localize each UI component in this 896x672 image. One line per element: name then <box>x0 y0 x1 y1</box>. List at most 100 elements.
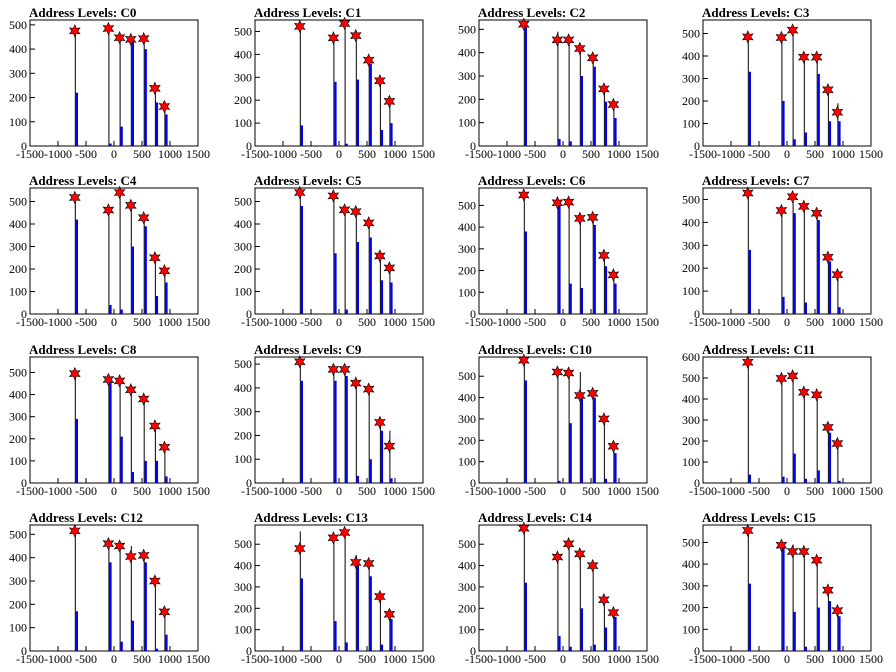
y-tick-label: 300 <box>458 242 476 256</box>
x-tick-label: 1000 <box>831 652 855 666</box>
x-tick-label: 500 <box>133 315 151 329</box>
star-marker <box>831 436 844 451</box>
x-tick-label: -1500 <box>465 484 493 498</box>
x-tick-label: 1500 <box>411 484 435 498</box>
data-bar <box>131 39 134 147</box>
star-marker <box>137 210 150 225</box>
data-bar <box>390 478 393 483</box>
y-tick-label: 400 <box>682 215 700 229</box>
data-bar <box>300 206 303 314</box>
star-marker <box>362 556 375 571</box>
data-bar <box>558 636 561 651</box>
data-bar <box>593 397 596 483</box>
data-bar <box>793 611 796 651</box>
star-marker <box>741 186 754 200</box>
data-bar <box>300 125 303 146</box>
y-tick-label: 100 <box>234 285 252 299</box>
y-tick-label: 200 <box>9 262 27 276</box>
panel-title: Address Levels: C6 <box>478 173 586 188</box>
x-tick-label: 500 <box>133 147 151 161</box>
star-marker <box>68 190 81 205</box>
data-bar <box>838 121 841 146</box>
data-bar <box>569 423 572 483</box>
x-tick-label: 500 <box>582 652 600 666</box>
x-tick-label: 0 <box>560 147 566 161</box>
plot-frame <box>478 356 648 484</box>
x-tick-label: -1500 <box>689 652 717 666</box>
star-marker <box>810 50 823 64</box>
data-bar <box>580 608 583 651</box>
data-bar <box>345 143 348 146</box>
x-tick-label: 500 <box>358 147 376 161</box>
x-tick-label: 1500 <box>411 147 435 161</box>
x-tick-label: -500 <box>300 652 322 666</box>
y-tick-label: 200 <box>9 597 27 611</box>
x-tick-label: -1500 <box>689 147 717 161</box>
star-marker <box>586 558 599 573</box>
data-bar <box>782 296 785 314</box>
x-tick-label: -1000 <box>493 315 521 329</box>
star-marker <box>741 355 754 369</box>
y-tick-label: 400 <box>234 381 252 395</box>
star-marker <box>149 419 161 433</box>
plot-frame <box>29 524 199 652</box>
y-tick-label: 100 <box>458 623 476 637</box>
data-bar <box>782 101 785 146</box>
star-marker <box>158 99 171 114</box>
y-tick-label: 200 <box>458 433 476 447</box>
panel-15: Address Levels: C15 0 100 200 300 400 500 -1500… <box>682 510 883 666</box>
y-tick-label: 200 <box>458 264 476 278</box>
panel-title: Address Levels: C8 <box>29 342 137 357</box>
x-tick-label: -1000 <box>269 484 297 498</box>
x-tick-label: 500 <box>806 315 824 329</box>
y-tick-label: 0 <box>470 476 476 490</box>
y-tick-label: 0 <box>21 644 27 658</box>
x-tick-label: 1000 <box>831 484 855 498</box>
y-tick-label: 100 <box>234 116 252 130</box>
x-tick-label: 0 <box>784 147 790 161</box>
plot-frame <box>702 187 872 315</box>
star-marker <box>293 541 306 556</box>
star-marker <box>786 369 799 383</box>
star-marker <box>786 23 799 37</box>
data-bar <box>569 141 572 146</box>
x-tick-label: -500 <box>524 315 546 329</box>
star-marker <box>517 188 530 202</box>
y-tick-label: 0 <box>694 307 700 321</box>
x-tick-label: -1000 <box>493 147 521 161</box>
x-tick-label: 500 <box>358 484 376 498</box>
y-tick-label: 400 <box>682 49 700 63</box>
x-tick-label: -500 <box>524 484 546 498</box>
star-marker <box>562 195 575 209</box>
data-bar <box>524 380 527 483</box>
data-bar <box>109 305 112 314</box>
star-marker <box>137 31 150 46</box>
data-bar <box>380 644 384 651</box>
star-marker <box>573 41 586 56</box>
data-bar <box>390 618 393 651</box>
y-tick-label: 400 <box>234 559 252 573</box>
x-tick-label: -1500 <box>16 652 44 666</box>
star-marker <box>586 210 599 225</box>
star-marker <box>113 539 126 553</box>
x-tick-label: 1000 <box>607 147 631 161</box>
y-tick-label: 300 <box>682 413 700 427</box>
data-bar <box>604 478 608 483</box>
x-tick-label: 500 <box>358 652 376 666</box>
star-marker <box>374 415 386 430</box>
y-tick-label: 200 <box>234 428 252 442</box>
y-tick-label: 100 <box>234 623 252 637</box>
star-marker <box>810 553 823 567</box>
data-bar <box>614 616 617 651</box>
y-tick-label: 600 <box>682 350 700 364</box>
y-tick-label: 400 <box>682 557 700 571</box>
x-tick-label: 0 <box>560 652 566 666</box>
x-tick-label: -1000 <box>44 315 72 329</box>
x-tick-label: 1000 <box>607 315 631 329</box>
star-marker <box>831 105 844 119</box>
star-marker <box>797 199 810 214</box>
y-tick-label: 500 <box>682 535 700 549</box>
y-tick-label: 200 <box>9 91 27 105</box>
star-marker <box>517 353 530 367</box>
x-tick-label: -1500 <box>241 652 269 666</box>
